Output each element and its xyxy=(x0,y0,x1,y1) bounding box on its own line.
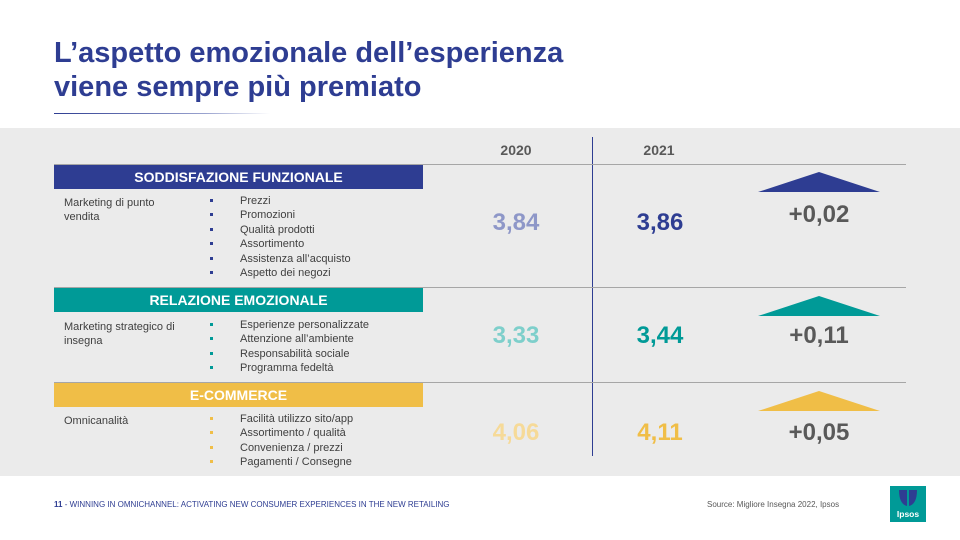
bullet-list: Facilità utilizzo sito/app Assortimento … xyxy=(210,412,353,470)
list-item: Pagamenti / Consegne xyxy=(210,455,353,469)
ipsos-logo: Ipsos xyxy=(890,486,926,522)
up-triangle-icon xyxy=(758,391,880,411)
logo-text: Ipsos xyxy=(896,509,920,519)
section-header-soddisfazione: SODDISFAZIONE FUNZIONALE xyxy=(54,165,423,189)
up-triangle-icon xyxy=(758,296,880,316)
ipsos-logo-icon xyxy=(890,486,926,522)
bullet-icon xyxy=(210,271,213,275)
bullet-icon xyxy=(210,460,213,464)
list-item: Promozioni xyxy=(210,208,351,222)
list-item: Prezzi xyxy=(210,194,351,208)
section-label: Marketing strategico di insegna xyxy=(64,321,175,347)
year-2021-header: 2021 xyxy=(643,142,675,158)
list-item: Qualità prodotti xyxy=(210,223,351,237)
delta-value: +0,05 xyxy=(788,419,850,446)
list-item: Convenienza / prezzi xyxy=(210,441,353,455)
source-note: Source: Migliore Insegna 2022, Ipsos xyxy=(707,500,840,509)
section-label: Marketing di punto vendita xyxy=(64,197,155,223)
footer-page-info: 11 - WINNING IN OMNICHANNEL: ACTIVATING … xyxy=(54,500,450,509)
value-2021: 3,86 xyxy=(636,209,684,236)
page-number: 11 xyxy=(54,500,63,509)
row-divider xyxy=(54,287,906,288)
bullet-list: Prezzi Promozioni Qualità prodotti Assor… xyxy=(210,194,351,280)
list-item: Aspetto dei negozi xyxy=(210,266,351,280)
list-item: Assistenza all’acquisto xyxy=(210,252,351,266)
year-2020-header: 2020 xyxy=(500,142,532,158)
value-2020: 3,33 xyxy=(492,322,540,349)
bullet-icon xyxy=(210,213,213,217)
list-item: Esperienze personalizzate xyxy=(210,318,369,332)
deck-title: WINNING IN OMNICHANNEL: ACTIVATING NEW C… xyxy=(69,500,450,509)
value-2021: 3,44 xyxy=(636,322,684,349)
value-2020: 3,84 xyxy=(492,209,540,236)
bullet-icon xyxy=(210,199,213,202)
list-item: Facilità utilizzo sito/app xyxy=(210,412,353,426)
bullet-icon xyxy=(210,256,213,260)
bullet-icon xyxy=(210,431,213,435)
bullet-icon xyxy=(210,445,213,449)
column-divider xyxy=(592,137,593,456)
delta-value: +0,02 xyxy=(788,201,850,228)
bullet-icon xyxy=(210,337,213,341)
page-title: L’aspetto emozionale dell’esperienza vie… xyxy=(54,36,563,104)
list-item: Assortimento xyxy=(210,237,351,251)
section-header-relazione: RELAZIONE EMOZIONALE xyxy=(54,288,423,312)
bullet-icon xyxy=(210,366,213,370)
title-line-2: viene sempre più premiato xyxy=(54,71,422,103)
bullet-list: Esperienze personalizzate Attenzione all… xyxy=(210,318,369,376)
list-item: Attenzione all’ambiente xyxy=(210,332,369,346)
row-divider xyxy=(54,164,906,165)
up-triangle-icon xyxy=(758,172,880,192)
section-header-ecommerce: E-COMMERCE xyxy=(54,383,423,407)
value-2021: 4,11 xyxy=(637,419,683,446)
row-divider xyxy=(54,382,906,383)
title-underline xyxy=(54,113,270,114)
bullet-icon xyxy=(210,323,213,326)
list-item: Responsabilità sociale xyxy=(210,347,369,361)
value-2020: 4,06 xyxy=(492,419,540,446)
bullet-icon xyxy=(210,242,213,246)
bullet-icon xyxy=(210,351,213,355)
bullet-icon xyxy=(210,417,213,420)
footer-separator: - xyxy=(64,500,68,509)
list-item: Programma fedeltà xyxy=(210,361,369,375)
bullet-icon xyxy=(210,227,213,231)
list-item: Assortimento / qualità xyxy=(210,426,353,440)
section-label: Omnicanalità xyxy=(64,415,129,427)
delta-value: +0,11 xyxy=(789,322,849,349)
title-line-1: L’aspetto emozionale dell’esperienza xyxy=(54,37,564,69)
